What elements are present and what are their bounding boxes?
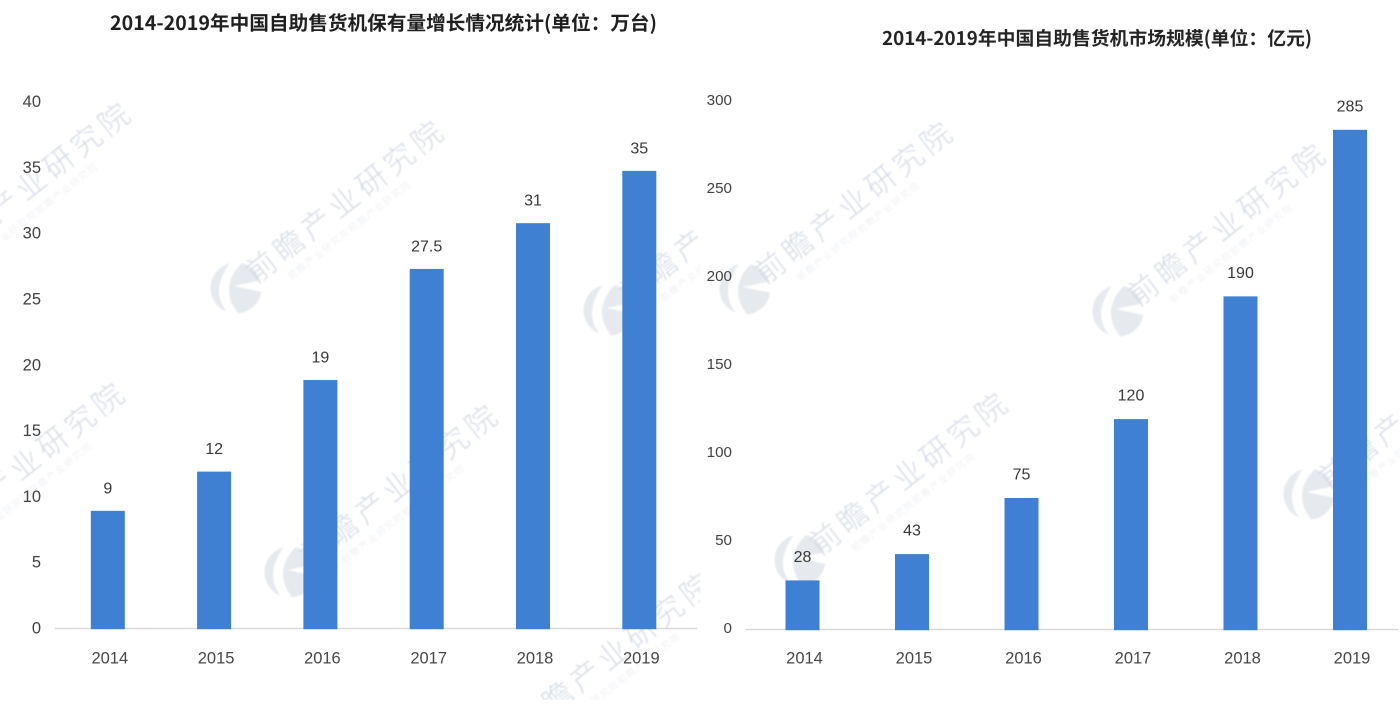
svg-text:250: 250 <box>707 180 732 197</box>
svg-text:300: 300 <box>707 92 732 109</box>
svg-text:43: 43 <box>903 523 921 540</box>
svg-text:120: 120 <box>1118 388 1145 405</box>
svg-text:20: 20 <box>23 356 41 374</box>
svg-text:19: 19 <box>312 350 330 367</box>
svg-text:2014: 2014 <box>786 650 823 668</box>
svg-text:0: 0 <box>724 620 732 637</box>
svg-text:100: 100 <box>707 444 732 461</box>
svg-text:190: 190 <box>1227 265 1254 282</box>
svg-text:2019: 2019 <box>623 650 660 668</box>
svg-text:285: 285 <box>1337 98 1364 115</box>
svg-text:31: 31 <box>524 193 542 210</box>
svg-text:40: 40 <box>23 93 41 111</box>
svg-text:25: 25 <box>23 291 41 309</box>
svg-text:2016: 2016 <box>304 650 341 668</box>
svg-text:75: 75 <box>1013 467 1031 484</box>
svg-text:2017: 2017 <box>410 650 447 668</box>
svg-text:30: 30 <box>23 225 41 243</box>
svg-text:2015: 2015 <box>198 650 235 668</box>
svg-text:2019: 2019 <box>1334 650 1371 668</box>
svg-text:28: 28 <box>794 549 812 566</box>
svg-text:0: 0 <box>32 620 41 638</box>
svg-text:2015: 2015 <box>896 650 933 668</box>
svg-text:27.5: 27.5 <box>411 238 442 255</box>
svg-text:12: 12 <box>205 441 223 458</box>
svg-text:2018: 2018 <box>1224 650 1261 668</box>
svg-text:9: 9 <box>103 480 112 497</box>
svg-text:35: 35 <box>23 159 41 177</box>
svg-text:10: 10 <box>23 488 41 506</box>
svg-text:5: 5 <box>32 554 41 572</box>
svg-text:2016: 2016 <box>1005 650 1042 668</box>
svg-text:2014: 2014 <box>91 650 128 668</box>
svg-text:2017: 2017 <box>1115 650 1152 668</box>
svg-text:50: 50 <box>715 532 732 549</box>
svg-text:2018: 2018 <box>517 650 554 668</box>
svg-text:150: 150 <box>707 356 732 373</box>
svg-text:15: 15 <box>23 422 41 440</box>
svg-text:200: 200 <box>707 268 732 285</box>
svg-text:35: 35 <box>630 140 648 157</box>
